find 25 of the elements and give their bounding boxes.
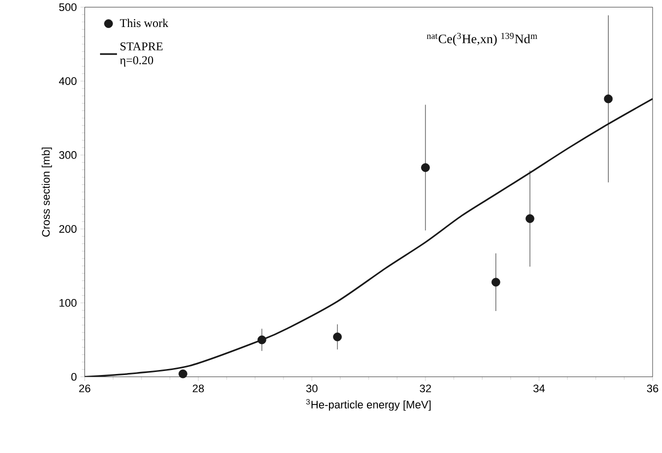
point	[178, 370, 188, 378]
x-tick-label: 36	[646, 384, 658, 393]
point	[491, 278, 500, 287]
point	[526, 214, 534, 224]
point	[333, 332, 342, 342]
y-tick-label: 200	[59, 225, 77, 234]
y-tick-label: 0	[71, 373, 77, 381]
y-tick-label: 400	[58, 77, 77, 86]
y-tick-label: 500	[59, 4, 77, 12]
line-series	[84, 98, 653, 378]
x-tick-label: 28	[192, 384, 204, 393]
x-tick-label: 34	[533, 384, 545, 393]
legend-label: STAPRE η=0.20	[120, 42, 163, 67]
point	[604, 94, 613, 104]
annotation: $^{nat}$Ce($^{3}$He,xn) $^{139}$Nd$^{m}$	[426, 33, 538, 46]
y-axis-title: Cross section [mb]	[42, 148, 52, 237]
x-axis-title: $^{3}$He-particle energy [MeV]	[306, 399, 431, 411]
point	[421, 163, 430, 172]
y-tick-label: 100	[60, 299, 77, 307]
y-tick-label: 300	[59, 151, 77, 160]
x-tick-label: 32	[420, 384, 431, 393]
point	[258, 336, 266, 344]
legend-label: This work	[120, 18, 168, 28]
x-tick-label: 26	[79, 384, 90, 393]
x-tick-label: 30	[306, 384, 318, 393]
